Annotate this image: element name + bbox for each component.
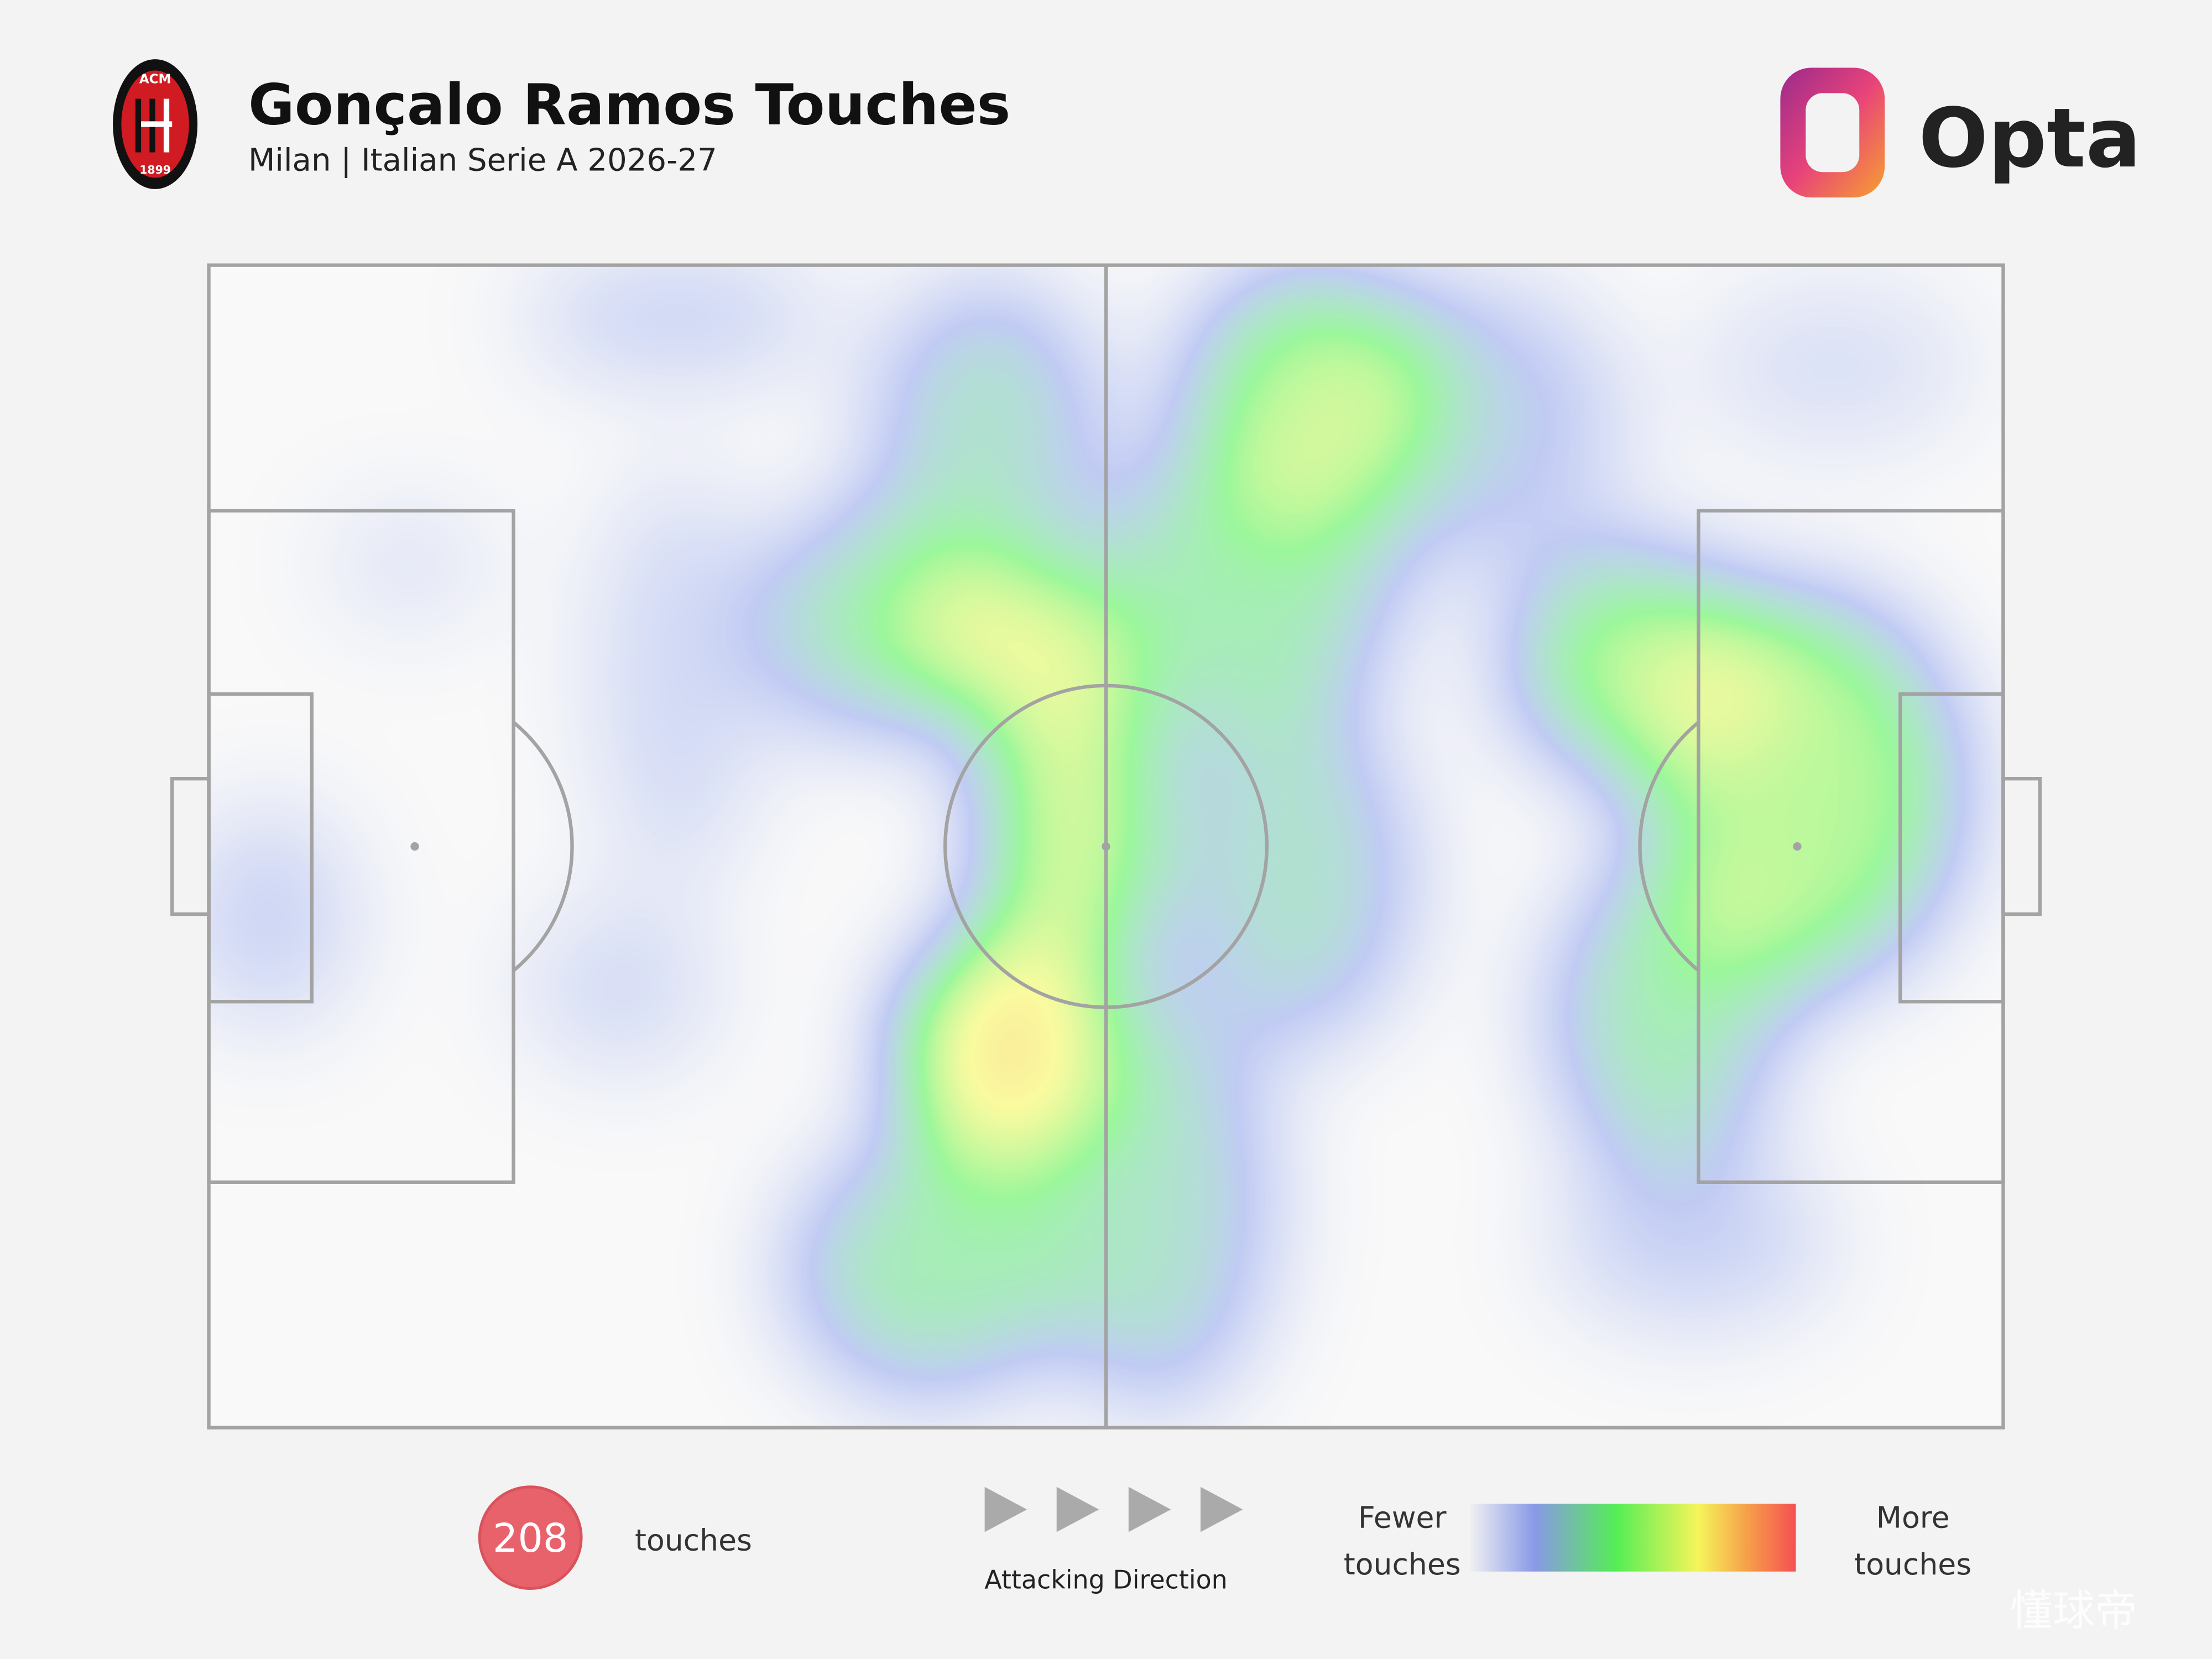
count-label: touches <box>635 1523 752 1558</box>
legend-ramp <box>1470 1504 1796 1572</box>
brand: Opta <box>1918 91 2141 186</box>
legend-high: touches <box>1854 1547 1971 1582</box>
crest-bottom: 1899 <box>139 163 171 176</box>
watermark: 懂球帝 <box>2010 1587 2137 1636</box>
subtitle: Milan | Italian Serie A 2026-27 <box>248 143 717 179</box>
title: Gonçalo Ramos Touches <box>248 72 1010 138</box>
opta-logo: Opta <box>1780 67 2141 198</box>
heatmap <box>208 265 1975 1411</box>
pitch <box>170 263 2042 1430</box>
direction-arrows <box>984 1486 1243 1532</box>
club-crest: ACM 1899 <box>113 59 198 189</box>
count: 208 <box>493 1515 568 1561</box>
count-badge <box>478 1485 583 1590</box>
legend-high: More <box>1876 1500 1950 1535</box>
legend-low: touches <box>1344 1547 1461 1582</box>
direction-label: Attacking Direction <box>984 1564 1228 1594</box>
legend-low: Fewer <box>1358 1500 1447 1535</box>
crest-top: ACM <box>139 72 171 87</box>
